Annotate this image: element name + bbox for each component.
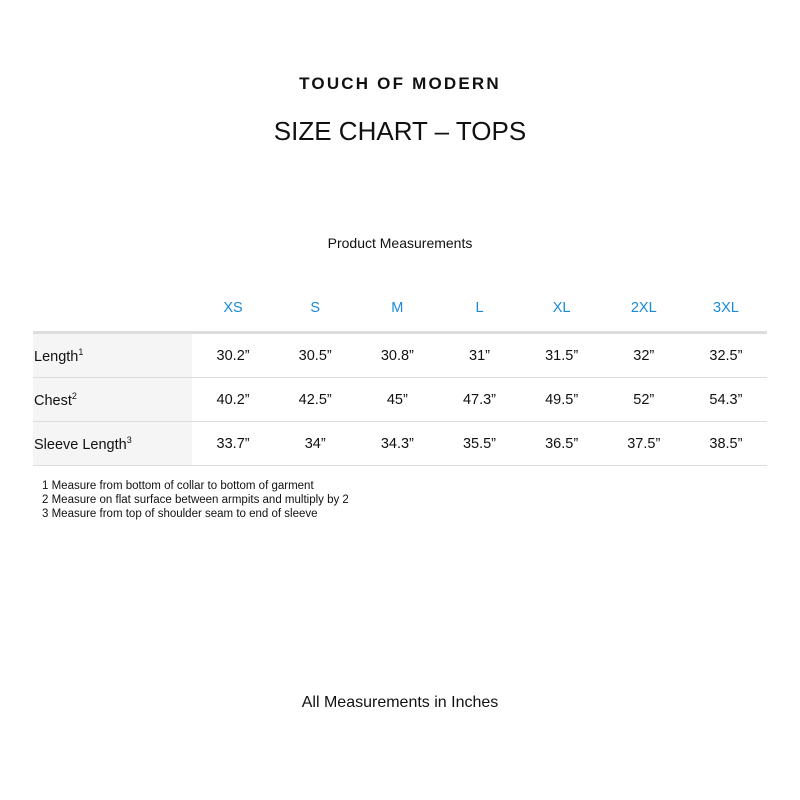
measurement-cell: 35.5” — [438, 421, 521, 466]
footnote-marker: 1 — [78, 346, 84, 357]
measurement-cell: 32.5” — [684, 332, 767, 378]
row-label: Length1 — [33, 332, 192, 378]
size-header: L — [475, 300, 484, 316]
table-caption: Product Measurements — [327, 235, 473, 251]
measurement-cell: 31” — [438, 332, 521, 378]
measurement-cell: 31.5” — [520, 332, 603, 378]
footnote-marker: 3 — [126, 434, 132, 445]
measurement-cell: 54.3” — [684, 377, 767, 422]
brand-logo: TOUCH OF MODERN — [299, 74, 501, 93]
measurement-cell: 30.8” — [356, 332, 439, 378]
size-header: 2XL — [630, 300, 657, 316]
size-header: XS — [223, 300, 243, 316]
table-row: Length1 30.2” 30.5” 30.8” 31” 31.5” 32” 32.5” — [33, 332, 767, 378]
footnotes: 1 Measure from bottom of collar to botto… — [42, 479, 349, 521]
footnote: 1 Measure from bottom of collar to botto… — [42, 480, 314, 492]
size-header: 3XL — [713, 300, 739, 316]
measurement-cell: 34” — [274, 421, 357, 466]
row-label: Chest2 — [33, 377, 192, 422]
measurement-cell: 45” — [356, 377, 439, 422]
measurement-cell: 47.3” — [438, 377, 521, 422]
footnote-marker: 2 — [71, 390, 77, 401]
measurement-cell: 33.7” — [192, 421, 275, 466]
size-header: S — [310, 300, 321, 316]
page-title: SIZE CHART – TOPS — [273, 116, 527, 146]
table-row: Chest2 40.2” 42.5” 45” 47.3” 49.5” 52” 54.3” — [33, 377, 767, 422]
measurement-cell: 37.5” — [602, 421, 685, 466]
measurement-cell: 36.5” — [520, 421, 603, 466]
empty-header — [33, 285, 192, 333]
table-row: Sleeve Length3 33.7” 34” 34.3” 35.5” 36.5” 37.… — [33, 421, 767, 466]
row-label-text: Sleeve Length — [34, 436, 127, 453]
size-header: XL — [552, 300, 571, 316]
row-label-text: Chest — [34, 392, 72, 409]
measurement-cell: 52” — [602, 377, 685, 422]
size-table: XS S M L XL 2XL 3XL Length1 30.2” 30.5” 30.… — [33, 285, 767, 466]
footnote: 2 Measure on flat surface between armpit… — [42, 494, 349, 506]
measurement-cell: 34.3” — [356, 421, 439, 466]
row-label: Sleeve Length3 — [33, 421, 192, 466]
measurement-cell: 30.2” — [192, 332, 275, 378]
measurement-cell: 49.5” — [520, 377, 603, 422]
footnote: 3 Measure from top of shoulder seam to e… — [42, 508, 318, 520]
measurement-cell: 38.5” — [684, 421, 767, 466]
size-header: M — [391, 300, 404, 316]
measurement-cell: 42.5” — [274, 377, 357, 422]
units-note: All Measurements in Inches — [301, 694, 499, 711]
size-header-row: XS S M L XL 2XL 3XL — [33, 285, 767, 333]
row-label-text: Length — [34, 348, 79, 365]
measurement-cell: 30.5” — [274, 332, 357, 378]
measurement-cell: 32” — [602, 332, 685, 378]
measurement-cell: 40.2” — [192, 377, 275, 422]
